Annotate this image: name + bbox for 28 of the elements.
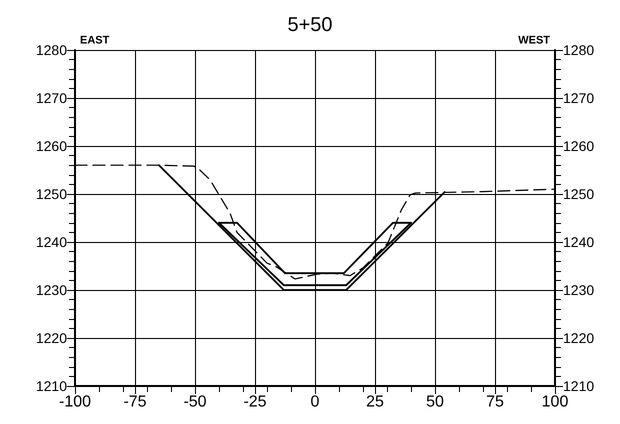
- x-tick-label: 50: [426, 394, 444, 410]
- y2-tick-label: 1220: [563, 330, 594, 346]
- y2-tick-label: 1270: [563, 90, 594, 106]
- text: WEST: [518, 34, 550, 46]
- y-tick-label: 1210: [36, 378, 68, 394]
- x-tick-label: 100: [542, 394, 568, 410]
- y-tick-label: 1270: [36, 90, 68, 106]
- y-tick-label: 1260: [36, 138, 68, 154]
- y-tick-label: 1220: [36, 330, 68, 346]
- y2-tick-label: 1250: [563, 186, 594, 202]
- y-tick-label: 1250: [36, 186, 68, 202]
- chart-title: 5+50: [287, 14, 333, 36]
- y2-tick-label: 1230: [563, 282, 594, 298]
- x-tick-label: 0: [310, 394, 320, 410]
- y2-tick-label: 1240: [563, 234, 594, 250]
- y-tick-label: 1240: [36, 234, 68, 250]
- x-tick-label: -100: [58, 394, 92, 410]
- text: EAST: [80, 34, 110, 46]
- y-tick-label: 1280: [36, 42, 68, 58]
- y2-tick-label: 1210: [563, 378, 594, 394]
- y2-tick-label: 1260: [563, 138, 594, 154]
- x-tick-label: 25: [366, 394, 384, 410]
- x-tick-label: -75: [123, 394, 147, 410]
- y-tick-label: 1230: [36, 282, 68, 298]
- x-tick-label: 75: [486, 394, 504, 410]
- x-tick-label: -25: [243, 394, 267, 410]
- x-tick-label: -50: [183, 394, 207, 410]
- y2-tick-label: 1280: [563, 42, 594, 58]
